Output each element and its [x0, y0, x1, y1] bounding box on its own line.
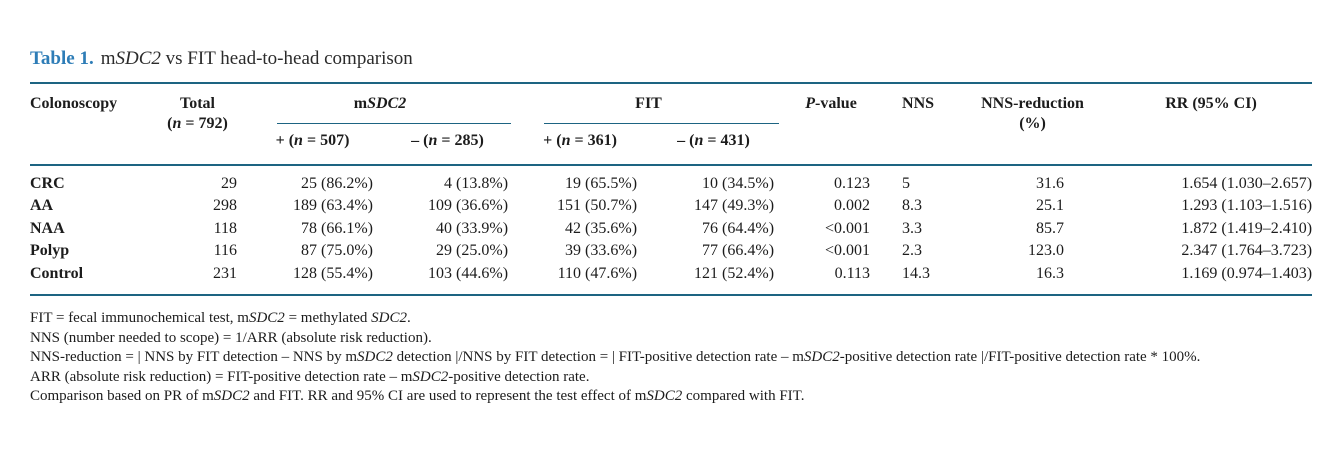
- table-row-control: Control 231 128 (55.4%) 103 (44.6%) 110 …: [30, 263, 1312, 295]
- cell-msdc2-negative: 103 (44.6%): [428, 264, 509, 282]
- table-number-label: Table 1.: [30, 48, 94, 69]
- row-label: AA: [30, 197, 54, 215]
- table-row-aa: AA 298 189 (63.4%) 109 (36.6%) 151 (50.7…: [30, 195, 1312, 217]
- cell-nns-reduction: 123.0: [1028, 242, 1065, 260]
- row-label: CRC: [30, 175, 65, 192]
- header-total-n: (n = 792): [167, 115, 228, 132]
- subheader-msdc2-negative: – (n = 285): [411, 132, 484, 149]
- cell-msdc2-negative: 29 (25.0%): [436, 242, 509, 260]
- cell-fit-positive: 110 (47.6%): [557, 264, 638, 282]
- table-row-naa: NAA 118 78 (66.1%) 40 (33.9%) 42 (35.6%)…: [30, 218, 1312, 240]
- cell-nns: 8.3: [902, 197, 923, 215]
- cell-total: 298: [213, 197, 237, 215]
- cell-nns-reduction: 16.3: [1036, 264, 1065, 282]
- table-caption: mSDC2 vs FIT head-to-head comparison: [100, 48, 413, 69]
- cell-rr-ci: 1.654 (1.030–2.657): [1181, 175, 1313, 192]
- column-group-msdc2: mSDC2: [245, 83, 515, 124]
- cell-rr-ci: 2.347 (1.764–3.723): [1181, 242, 1313, 260]
- group-label-msdc2: mSDC2: [353, 95, 407, 112]
- cell-fit-negative: 77 (66.4%): [702, 242, 775, 260]
- cell-p-value: 0.113: [834, 264, 871, 282]
- cell-msdc2-negative: 4 (13.8%): [444, 175, 509, 192]
- cell-msdc2-positive: 128 (55.4%): [293, 264, 373, 282]
- cell-msdc2-positive: 25 (86.2%): [301, 175, 373, 192]
- cell-msdc2-negative: 109 (36.6%): [428, 197, 509, 215]
- cell-rr-ci: 1.169 (0.974–1.403): [1181, 264, 1313, 282]
- fit-spanner-rule: [544, 123, 780, 124]
- cell-nns: 5: [902, 175, 911, 192]
- cell-p-value: 0.123: [834, 175, 871, 192]
- cell-fit-negative: 10 (34.5%): [702, 175, 775, 192]
- header-colonoscopy: Colonoscopy: [30, 95, 118, 112]
- header-nns-reduction: NNS-reduction (%): [955, 83, 1110, 165]
- cell-nns-reduction: 85.7: [1036, 219, 1065, 237]
- row-label: NAA: [30, 219, 65, 237]
- cell-msdc2-positive: 189 (63.4%): [293, 197, 373, 215]
- msdc2-spanner-rule: [277, 123, 512, 124]
- group-label-fit: FIT: [635, 95, 662, 112]
- header-rr-ci: RR (95% CI): [1165, 95, 1257, 112]
- header-nns: NNS: [902, 95, 935, 112]
- cell-rr-ci: 1.293 (1.103–1.516): [1181, 197, 1313, 215]
- cell-nns: 3.3: [902, 219, 923, 237]
- cell-fit-negative: 121 (52.4%): [694, 264, 775, 282]
- subheader-msdc2-positive: + (n = 507): [275, 132, 350, 149]
- cell-fit-positive: 151 (50.7%): [557, 197, 638, 215]
- footnote-abbreviations: FIT = fecal immunochemical test, mSDC2 =…: [30, 310, 411, 327]
- cell-total: 29: [221, 175, 237, 192]
- cell-p-value: <0.001: [824, 219, 871, 237]
- subheader-fit-negative: – (n = 431): [677, 132, 750, 149]
- header-nns-reduction-line2: (%): [1019, 115, 1046, 132]
- cell-fit-negative: 147 (49.3%): [694, 197, 775, 215]
- cell-p-value: <0.001: [824, 242, 871, 260]
- cell-nns: 14.3: [902, 264, 931, 282]
- row-label: Polyp: [30, 242, 70, 260]
- cell-total: 116: [213, 242, 237, 260]
- table-footnotes: FIT = fecal immunochemical test, mSDC2 =…: [30, 309, 1312, 407]
- cell-p-value: 0.002: [834, 197, 871, 215]
- cell-fit-positive: 42 (35.6%): [565, 219, 638, 237]
- footnote-comparison-method: Comparison based on PR of mSDC2 and FIT.…: [30, 388, 805, 405]
- header-p-value: P-value: [805, 95, 857, 112]
- cell-fit-positive: 39 (33.6%): [565, 242, 638, 260]
- footnote-nns-reduction-definition: NNS-reduction = | NNS by FIT detection –…: [30, 349, 1201, 366]
- cell-rr-ci: 1.872 (1.419–2.410): [1181, 219, 1313, 237]
- column-group-fit: FIT: [515, 83, 782, 124]
- cell-msdc2-positive: 87 (75.0%): [301, 242, 373, 260]
- cell-nns-reduction: 25.1: [1036, 197, 1065, 215]
- table-body: CRC 29 25 (86.2%) 4 (13.8%) 19 (65.5%) 1…: [30, 165, 1313, 296]
- header-total-line1: Total: [180, 95, 215, 112]
- subheader-fit-positive: + (n = 361): [543, 132, 617, 149]
- cell-fit-positive: 19 (65.5%): [565, 175, 638, 192]
- cell-total: 231: [213, 264, 237, 282]
- table-header: Colonoscopy Total (n = 792) mSDC2 FIT P-…: [30, 83, 1313, 165]
- row-label: Control: [30, 264, 84, 282]
- cell-fit-negative: 76 (64.4%): [702, 219, 775, 237]
- table-row-polyp: Polyp 116 87 (75.0%) 29 (25.0%) 39 (33.6…: [30, 240, 1312, 262]
- footnote-arr-definition: ARR (absolute risk reduction) = FIT-posi…: [30, 368, 590, 385]
- comparison-table: Colonoscopy Total (n = 792) mSDC2 FIT P-…: [30, 82, 1313, 296]
- cell-msdc2-negative: 40 (33.9%): [436, 219, 509, 237]
- cell-nns: 2.3: [902, 242, 923, 260]
- cell-msdc2-positive: 78 (66.1%): [301, 219, 373, 237]
- footnote-nns-definition: NNS (number needed to scope) = 1/ARR (ab…: [30, 329, 432, 346]
- cell-total: 118: [213, 219, 237, 237]
- header-total: Total (n = 792): [150, 83, 245, 165]
- header-nns-reduction-line1: NNS-reduction: [981, 95, 1084, 112]
- table-row-crc: CRC 29 25 (86.2%) 4 (13.8%) 19 (65.5%) 1…: [30, 165, 1312, 195]
- table-title: Table 1. mSDC2 vs FIT head-to-head compar…: [30, 48, 1312, 69]
- cell-nns-reduction: 31.6: [1036, 175, 1065, 192]
